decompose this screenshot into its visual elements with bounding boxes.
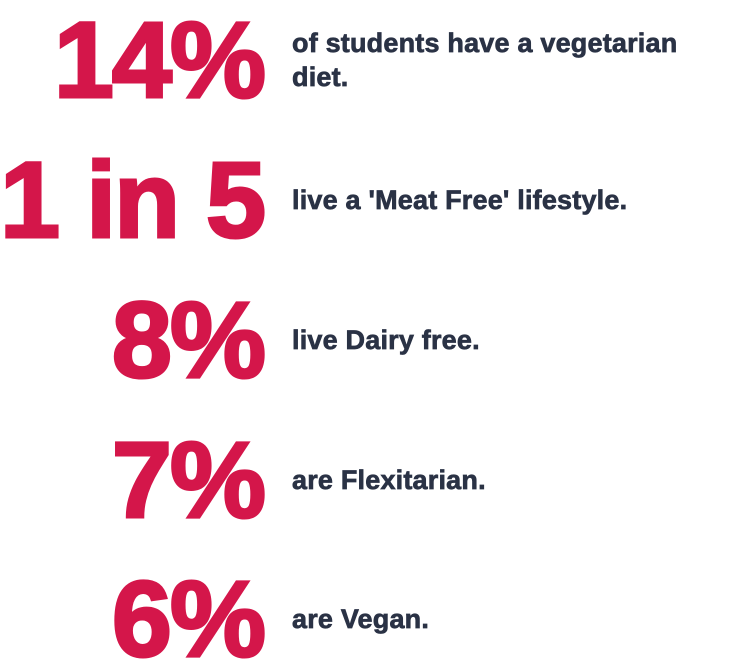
stat-label-dairy-free: live Dairy free. (292, 325, 480, 356)
stat-row-dairy-free: 8% live Dairy free. (0, 280, 738, 400)
stat-value-dairy-free: 8% (110, 279, 267, 400)
stat-row-vegetarian: 14% of students have a vegetarian diet. (0, 0, 738, 120)
stat-value-meat-free: 1 in 5 (0, 139, 268, 260)
stat-label-flexitarian: are Flexitarian. (292, 465, 486, 496)
stat-label-vegan: are Vegan. (292, 604, 430, 635)
stat-value-flexitarian: 7% (110, 419, 267, 540)
stat-label-meat-free: live a 'Meat Free' lifestyle. (292, 185, 628, 216)
stat-value-vegan: 6% (110, 558, 267, 667)
stat-label-vegetarian: of students have a vegetarian diet. (292, 28, 678, 93)
stat-row-vegan: 6% are Vegan. (0, 559, 738, 667)
stat-value-vegetarian: 14% (52, 0, 267, 120)
stat-row-flexitarian: 7% are Flexitarian. (0, 420, 738, 540)
stat-row-meat-free: 1 in 5 live a 'Meat Free' lifestyle. (0, 140, 738, 260)
